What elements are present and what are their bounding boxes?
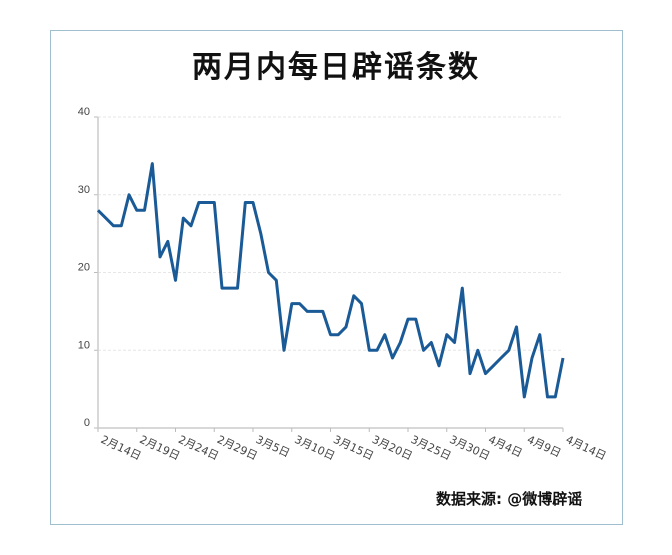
x-tick-label: 2月19日	[137, 433, 181, 463]
x-tick-label: 2月14日	[99, 433, 143, 463]
x-tick-label: 3月25日	[409, 433, 453, 463]
y-tick-label: 0	[84, 417, 90, 429]
x-tick-label: 4月9日	[525, 433, 563, 460]
y-tick-label: 20	[78, 262, 90, 274]
x-tick-label: 3月15日	[331, 433, 375, 463]
x-tick-label: 4月4日	[486, 433, 524, 460]
data-line	[96, 162, 565, 399]
x-tick-label: 2月29日	[215, 433, 259, 463]
x-tick-label: 3月20日	[370, 433, 414, 463]
gridlines	[98, 116, 563, 351]
chart-frame	[50, 30, 623, 525]
y-tick-label: 10	[78, 339, 90, 351]
x-tick-label: 3月30日	[447, 433, 491, 463]
axes	[94, 116, 564, 432]
chart-title: 两月内每日辟谣条数	[192, 50, 480, 85]
x-tick-label: 2月24日	[176, 433, 220, 463]
x-tick-label: 3月5日	[254, 433, 292, 460]
y-axis-ticks: 0 10 20 30 40	[78, 106, 90, 429]
data-source-note: 数据来源: @微博辟谣	[436, 490, 583, 508]
y-tick-label: 40	[78, 106, 90, 118]
x-tick-label: 4月14日	[564, 433, 608, 463]
y-tick-label: 30	[78, 184, 90, 196]
x-tick-label: 3月10日	[292, 433, 336, 463]
